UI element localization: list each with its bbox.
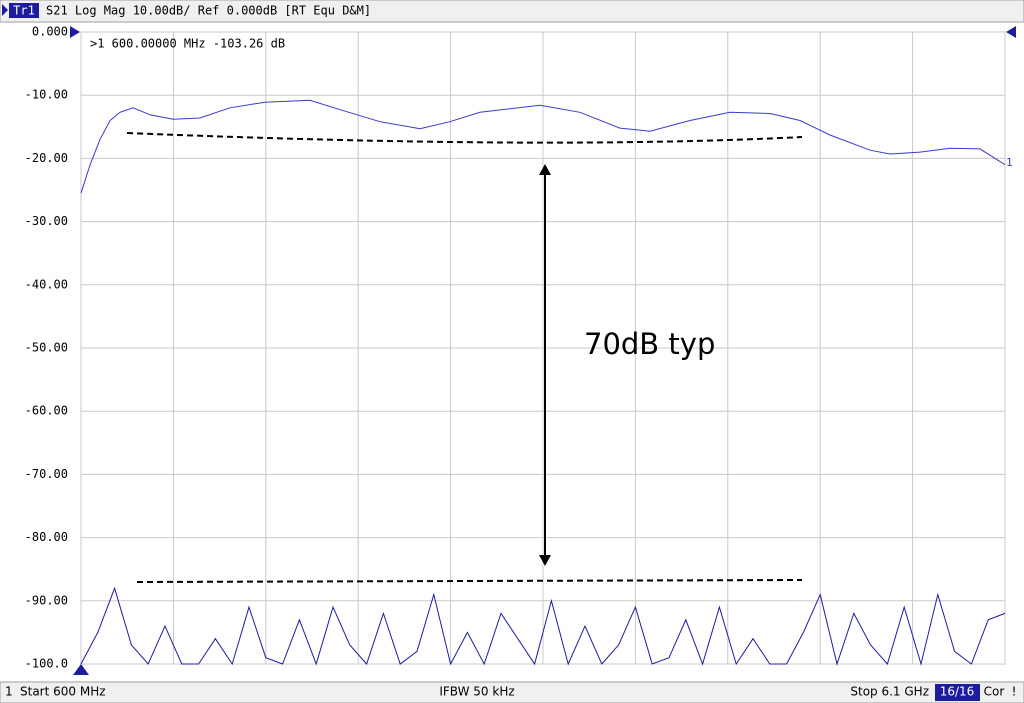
status-bar [0, 681, 1024, 703]
warn: ! [1012, 685, 1017, 699]
ifbw: IFBW 50 kHz [439, 685, 514, 699]
sweep-badge [935, 684, 980, 701]
stop: Stop 6.1 GHz [850, 685, 929, 699]
trace [80, 99, 1006, 194]
trace-name: Tr1 [13, 4, 35, 18]
y-tick-label: -40.00 [25, 277, 68, 291]
start: Start 600 MHz [20, 685, 106, 699]
marker-readout: >1 600.00000 MHz -103.26 dB [90, 37, 285, 51]
header-arrow [2, 4, 8, 16]
trace-settings: S21 Log Mag 10.00dB/ Ref 0.000dB [RT Equ… [46, 4, 371, 18]
channel: 1 [5, 685, 13, 699]
y-tick-label: -20.00 [25, 151, 68, 165]
traces [80, 99, 1006, 666]
annotation: 70dB typ [584, 327, 715, 361]
y-tick-label: -90.00 [25, 593, 68, 607]
y-tick-label: -80.00 [25, 530, 68, 544]
arrow-head [539, 555, 551, 566]
ref-marker [70, 26, 80, 38]
trace [80, 586, 1006, 666]
trace-badge [9, 3, 39, 18]
y-tick-label: 0.000 [32, 25, 68, 39]
start-marker [73, 664, 89, 675]
y-tick-label: -70.00 [25, 467, 68, 481]
y-tick-label: -10.00 [25, 88, 68, 102]
ref-marker [1006, 26, 1016, 38]
y-tick-label: -60.00 [25, 404, 68, 418]
header-bar [0, 0, 1024, 23]
trace-end-label: 1 [1006, 156, 1013, 169]
y-tick-label: -100.0 [25, 657, 68, 671]
sweep: 16/16 [940, 685, 975, 699]
dashed-level [126, 132, 803, 144]
y-tick-label: -30.00 [25, 214, 68, 228]
cor: Cor [984, 685, 1005, 699]
arrow-head [539, 164, 551, 175]
dashed-level [136, 579, 803, 583]
grid [80, 31, 1006, 665]
y-tick-label: -50.00 [25, 341, 68, 355]
